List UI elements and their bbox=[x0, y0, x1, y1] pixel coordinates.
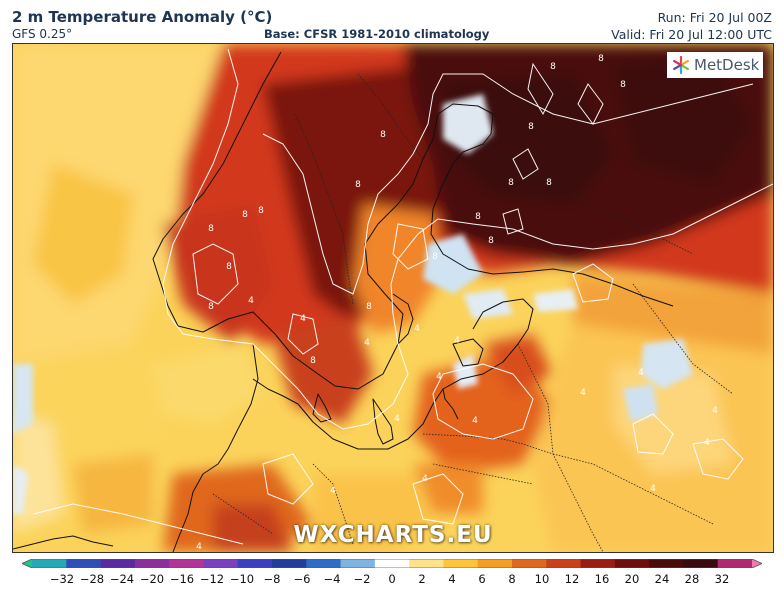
colorbar-segment bbox=[374, 559, 410, 568]
negative-anomaly-patches bbox=[13, 94, 693, 514]
snowflake-icon bbox=[672, 55, 690, 75]
colorbar-tick-label: 8 bbox=[508, 572, 516, 586]
contour-label: 4 bbox=[650, 484, 656, 494]
contour-label: 4 bbox=[394, 414, 400, 424]
colorbar-segment bbox=[443, 559, 479, 568]
contour-label: 8 bbox=[208, 302, 214, 312]
contour-label: 8 bbox=[310, 356, 316, 366]
colorbar-segment bbox=[649, 559, 684, 568]
colorbar-tick-label: −32 bbox=[49, 572, 75, 586]
contour-label: 8 bbox=[598, 54, 604, 64]
contour-label: 4 bbox=[300, 314, 306, 324]
colorbar-segment bbox=[512, 559, 547, 568]
colorbar-tick-label: −6 bbox=[293, 572, 311, 586]
colorbar-segment bbox=[546, 559, 582, 568]
colorbar-tick-label: 20 bbox=[624, 572, 640, 586]
colorbar-segment bbox=[580, 559, 616, 568]
run-time-label: Run: Fri 20 Jul 00Z bbox=[657, 10, 772, 25]
colorbar-tick-label: 10 bbox=[534, 572, 550, 586]
contour-label: 8 bbox=[366, 302, 372, 312]
map-title: 2 m Temperature Anomaly (°C) bbox=[12, 8, 273, 26]
colorbar-tick-label: 2 bbox=[418, 572, 426, 586]
colorbar-segment bbox=[340, 559, 376, 568]
contour-label: 8 bbox=[546, 178, 552, 188]
colorbar-segment bbox=[66, 559, 102, 568]
contour-label: 8 bbox=[258, 206, 264, 216]
contour-label: 4 bbox=[330, 486, 336, 496]
colorbar-tick-label: −16 bbox=[169, 572, 195, 586]
contour-label: 8 bbox=[488, 236, 494, 246]
contour-label: 8 bbox=[380, 130, 386, 140]
logo-text: MetDesk bbox=[694, 56, 760, 74]
contour-label: 4 bbox=[638, 368, 644, 378]
contour-label: 4 bbox=[472, 416, 478, 426]
colorbar-tick-labels: −32 −28 −24 −20 −16 −12 −10 −8 −6 −4 −2 0 2 4 6 8 10 12 16… bbox=[0, 572, 784, 590]
contour-label: 4 bbox=[580, 388, 586, 398]
anomaly-contours bbox=[32, 48, 773, 545]
colorbar-tick-label: −8 bbox=[263, 572, 281, 586]
colorbar-segment bbox=[203, 559, 239, 568]
colorbar-segment bbox=[32, 559, 67, 568]
contour-label: 8 bbox=[508, 178, 514, 188]
colorbar-tick-label: 24 bbox=[654, 572, 670, 586]
colorbar-tick-label: 12 bbox=[564, 572, 580, 586]
valid-time-label: Valid: Fri 20 Jul 12:00 UTC bbox=[611, 27, 772, 42]
colorbar-segment bbox=[409, 559, 444, 568]
climatology-base-label: Base: CFSR 1981-2010 climatology bbox=[264, 27, 490, 41]
contour-label: 4 bbox=[364, 338, 370, 348]
contour-label: 8 bbox=[242, 210, 248, 220]
contour-label: 8 bbox=[528, 122, 534, 132]
colorbar-segment bbox=[134, 559, 170, 568]
contour-label: 4 bbox=[414, 324, 420, 334]
metdesk-logo: MetDesk bbox=[667, 52, 763, 78]
contour-label: 8 bbox=[208, 224, 214, 234]
colorbar-segment bbox=[237, 559, 273, 568]
anomaly-shading bbox=[13, 44, 773, 552]
colorbar-tick-label: 0 bbox=[388, 572, 396, 586]
colorbar-tick-label: −24 bbox=[109, 572, 135, 586]
colorbar-tick-label: 4 bbox=[448, 572, 456, 586]
colorbar-tick-label: 6 bbox=[478, 572, 486, 586]
contour-label: 8 bbox=[432, 252, 438, 262]
contour-label: 4 bbox=[248, 296, 254, 306]
colorbar-segment bbox=[477, 559, 513, 568]
colorbar-tick-label: 16 bbox=[594, 572, 610, 586]
contour-label: 8 bbox=[475, 212, 481, 222]
model-label: GFS 0.25° bbox=[12, 27, 73, 41]
colorbar-segment bbox=[717, 559, 753, 568]
colorbar-segment bbox=[100, 559, 136, 568]
colorbar-tick-label: 32 bbox=[714, 572, 730, 586]
contour-label: 4 bbox=[454, 336, 460, 346]
contour-label: 4 bbox=[422, 474, 428, 484]
contour-label: 4 bbox=[436, 372, 442, 382]
contour-label: 4 bbox=[196, 542, 202, 552]
contour-label: 4 bbox=[704, 438, 710, 448]
contour-label: 8 bbox=[355, 180, 361, 190]
colorbar-segment bbox=[683, 559, 719, 568]
colorbar-segment bbox=[169, 559, 204, 568]
colorbar bbox=[22, 559, 762, 568]
colorbar-tick-label: −12 bbox=[199, 572, 225, 586]
contour-label: 8 bbox=[620, 80, 626, 90]
watermark: WXCHARTS.EU bbox=[293, 522, 493, 548]
contour-label: 8 bbox=[550, 62, 556, 72]
colorbar-tick-label: −2 bbox=[353, 572, 371, 586]
country-borders bbox=[212, 73, 734, 552]
colorbar-tick-label: −10 bbox=[229, 572, 255, 586]
colorbar-segment bbox=[272, 559, 307, 568]
colorbar-tick-label: 28 bbox=[684, 572, 700, 586]
colorbar-arrow-high bbox=[752, 559, 762, 568]
colorbar-segment bbox=[306, 559, 342, 568]
contour-label: 4 bbox=[712, 406, 718, 416]
colorbar-segment bbox=[614, 559, 650, 568]
colorbar-arrow-low bbox=[22, 559, 32, 568]
colorbar-tick-label: −4 bbox=[323, 572, 341, 586]
coastlines bbox=[13, 51, 674, 552]
colorbar-tick-label: −20 bbox=[139, 572, 165, 586]
contour-label: 8 bbox=[226, 262, 232, 272]
colorbar-tick-label: −28 bbox=[79, 572, 105, 586]
